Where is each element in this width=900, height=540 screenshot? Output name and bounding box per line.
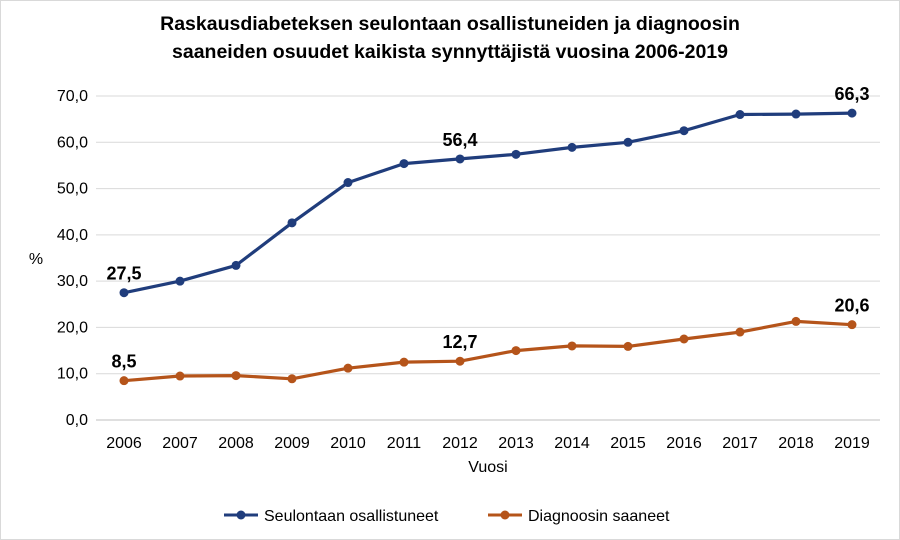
y-tick-label: 40,0 [57,227,88,244]
x-tick-label: 2014 [554,435,590,452]
chart-title-line-1: Raskausdiabeteksen seulontaan osallistun… [160,13,740,35]
chart-title-line-2: saaneiden osuudet kaikista synnyttäjistä… [172,41,728,63]
y-axis-label: % [29,251,43,268]
x-tick-label: 2007 [162,435,198,452]
x-axis-label: Vuosi [468,459,507,476]
data-point [343,178,353,188]
x-tick-label: 2017 [722,435,758,452]
data-point [455,154,465,164]
legend-marker [500,510,510,520]
y-tick-label: 10,0 [57,366,88,383]
x-tick-label: 2006 [106,435,142,452]
data-label: 12,7 [442,332,477,352]
data-point [847,108,857,118]
data-point [399,357,409,367]
data-label: 56,4 [442,130,477,150]
x-tick-label: 2018 [778,435,814,452]
y-tick-label: 30,0 [57,273,88,290]
data-point [287,374,297,384]
data-point [735,327,745,337]
series-line-1 [123,111,853,295]
y-tick-label: 0,0 [66,412,88,429]
data-point [231,371,241,381]
x-tick-label: 2009 [274,435,310,452]
data-point [623,137,633,147]
y-tick-label: 70,0 [57,88,88,105]
legend-label: Seulontaan osallistuneet [264,508,439,525]
data-point [847,320,857,330]
x-tick-label: 2016 [666,435,702,452]
data-label: 27,5 [106,264,141,284]
data-label: 66,3 [834,84,869,104]
data-point [511,346,521,356]
data-point [623,341,633,351]
data-point [567,142,577,152]
data-point [679,126,689,136]
x-tick-label: 2015 [610,435,646,452]
data-label: 8,5 [111,352,136,372]
data-point [679,334,689,344]
x-tick-label: 2019 [834,435,870,452]
data-point [175,371,185,381]
data-point [119,376,129,386]
data-point [175,276,185,286]
data-point [231,260,241,270]
data-point [455,356,465,366]
legend-marker [236,510,246,520]
x-tick-label: 2013 [498,435,534,452]
legend-label: Diagnoosin saaneet [528,508,670,525]
series-line-2 [123,319,853,383]
x-tick-label: 2012 [442,435,478,452]
data-label: 20,6 [834,296,869,316]
y-tick-label: 60,0 [57,134,88,151]
x-tick-label: 2011 [387,435,422,452]
data-point [735,110,745,120]
data-point [567,341,577,351]
y-tick-label: 50,0 [57,181,88,198]
y-tick-label: 20,0 [57,319,88,336]
chart-title: Raskausdiabeteksen seulontaan osallistun… [0,10,900,66]
data-point [399,159,409,169]
x-tick-label: 2010 [330,435,366,452]
data-point [791,316,801,326]
data-point [287,218,297,228]
data-point [511,149,521,159]
data-point [343,363,353,373]
x-tick-label: 2008 [218,435,254,452]
data-point [791,109,801,119]
data-point [119,288,129,298]
